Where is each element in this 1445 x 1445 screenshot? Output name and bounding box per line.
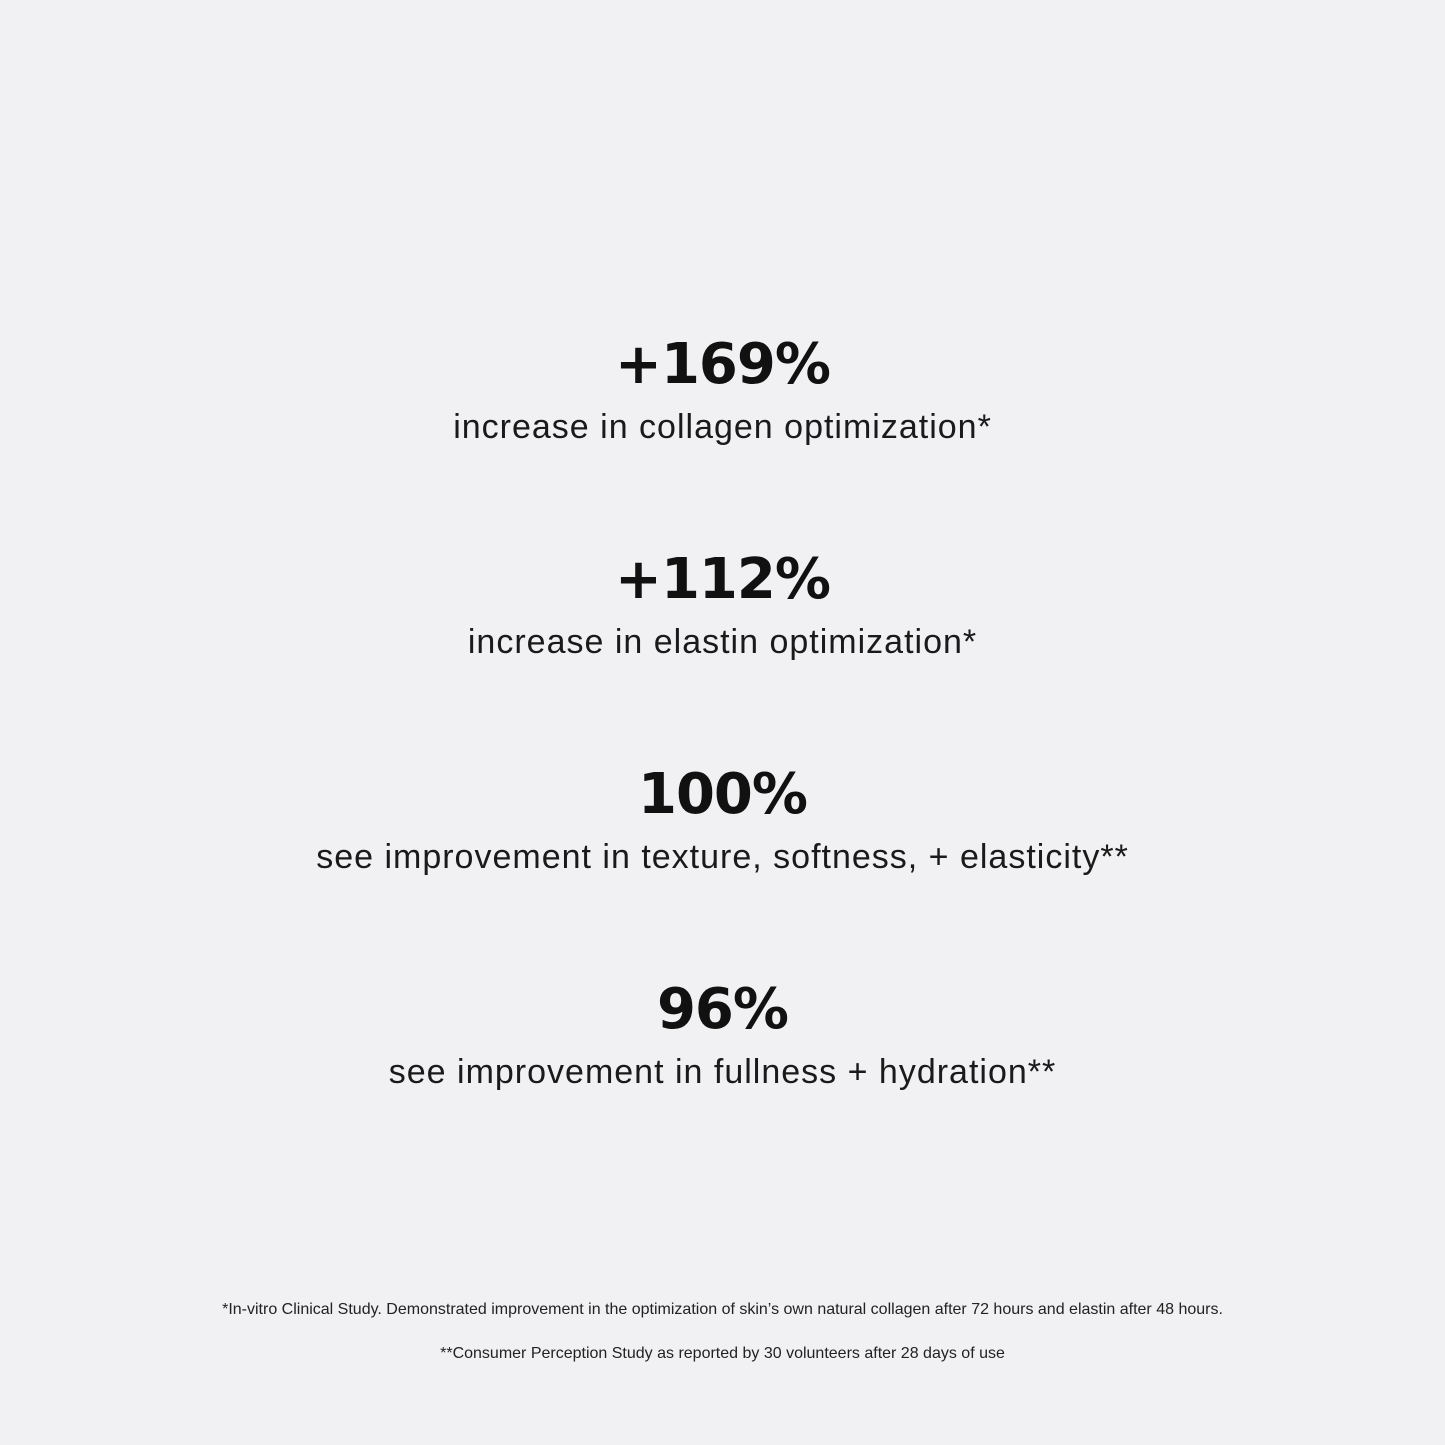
stat-value: +112% — [615, 547, 831, 612]
footnote-consumer: **Consumer Perception Study as reported … — [440, 1345, 1005, 1362]
stat-value: +169% — [615, 332, 831, 397]
stat-elastin: +112% increase in elastin optimization* — [0, 550, 1445, 662]
stat-description: increase in elastin optimization* — [467, 623, 978, 661]
stat-texture: 100% see improvement in texture, softnes… — [0, 765, 1445, 877]
stat-description: see improvement in fullness + hydration*… — [388, 1053, 1057, 1091]
stat-description: see improvement in texture, softness, + … — [316, 838, 1129, 876]
stat-collagen: +169% increase in collagen optimization* — [0, 335, 1445, 447]
stat-hydration: 96% see improvement in fullness + hydrat… — [0, 980, 1445, 1092]
stat-value: 100% — [637, 762, 808, 827]
stat-description: increase in collagen optimization* — [453, 408, 992, 446]
footnote-in-vitro: *In-vitro Clinical Study. Demonstrated i… — [222, 1301, 1223, 1318]
stat-value: 96% — [656, 977, 789, 1042]
